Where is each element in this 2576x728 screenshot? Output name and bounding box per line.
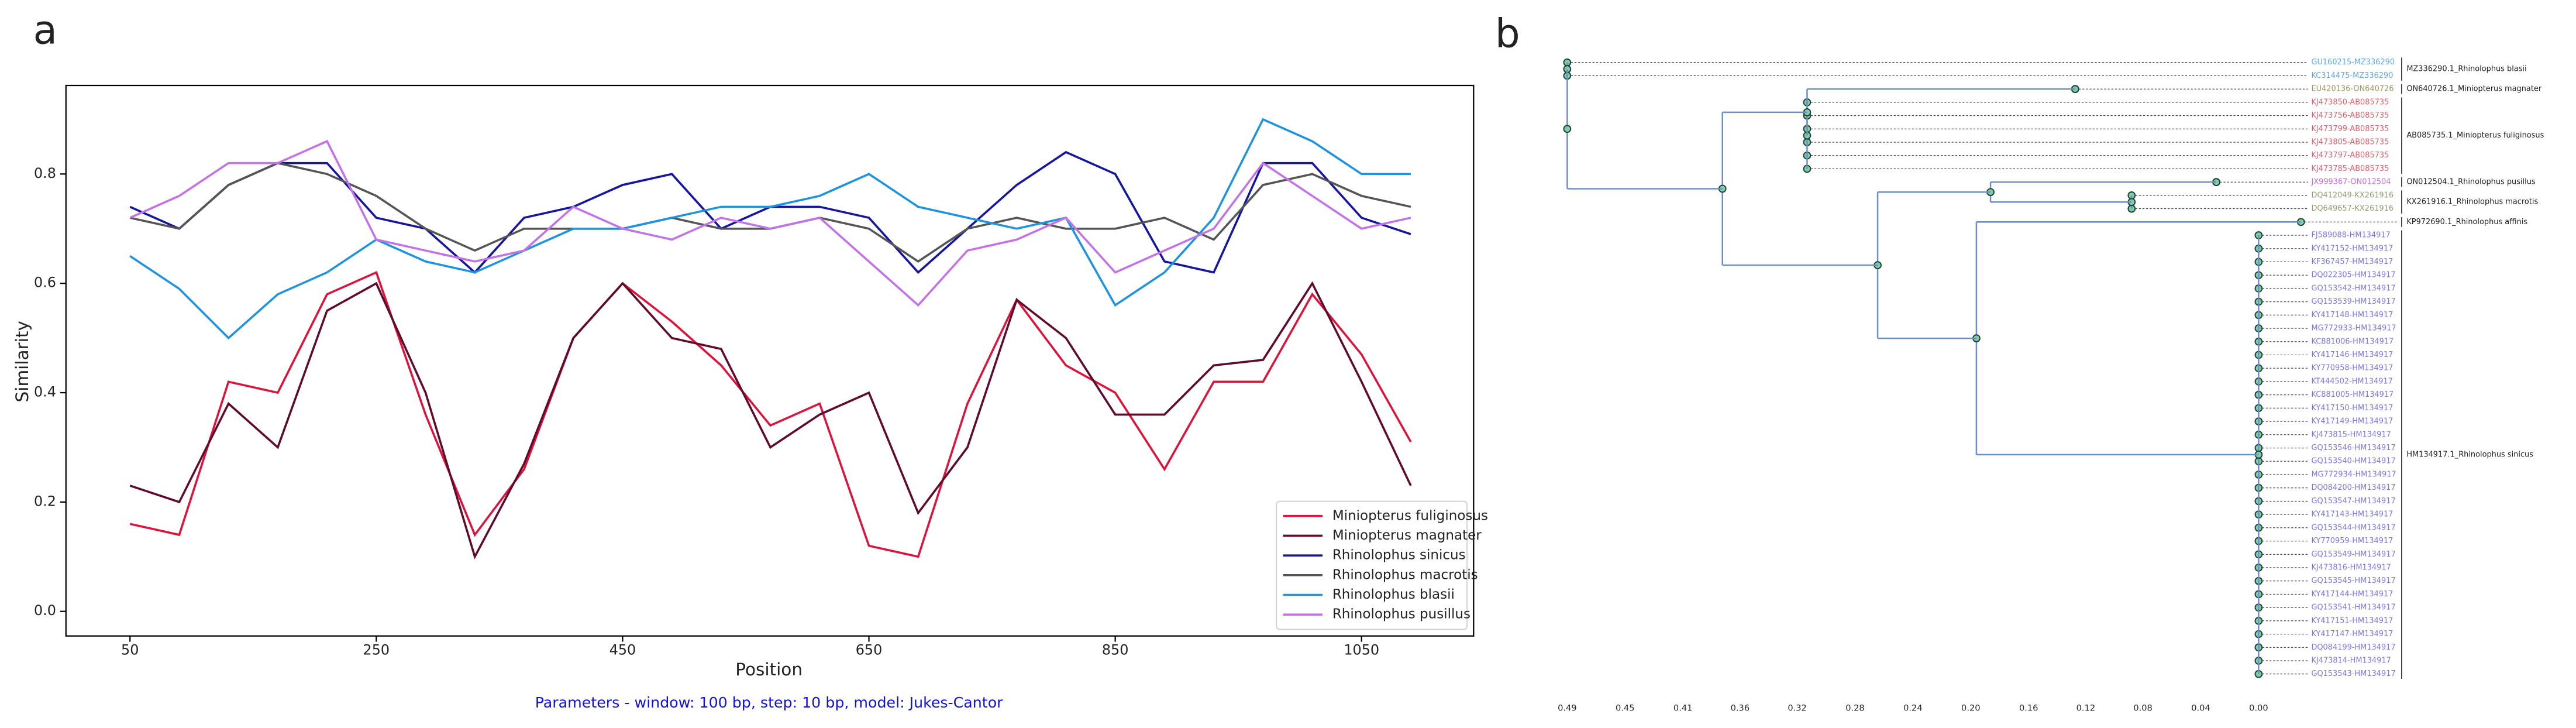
leaf-label: KY417151-HM134917 (2311, 616, 2393, 625)
x-tick-label: 0.28 (1845, 703, 1865, 713)
legend-label: Rhinolophus pusillus (1332, 607, 1470, 622)
y-axis-label: Similarity (12, 321, 32, 402)
x-tick-label: 0.16 (2019, 703, 2038, 713)
y-tick-label: 0.4 (34, 384, 56, 400)
leaf-label: GQ153542-HM134917 (2311, 284, 2395, 293)
leaf-label: KC314475-MZ336290 (2311, 71, 2393, 80)
clade-label: KX261916.1_Rhinolophus macrotis (2406, 198, 2538, 207)
legend-label: Miniopterus fuliginosus (1332, 508, 1488, 523)
y-tick-label: 0.2 (34, 493, 56, 509)
leaf-label: KJ473814-HM134917 (2311, 657, 2391, 665)
leaf-label: KY417147-HM134917 (2311, 630, 2393, 638)
series-line (129, 271, 1412, 558)
legend-label: Miniopterus magnater (1332, 528, 1482, 543)
leaf-label: KY417149-HM134917 (2311, 417, 2393, 426)
series-line (129, 281, 1412, 560)
x-axis-label: Position (735, 660, 803, 679)
clade-label: HM134917.1_Rhinolophus sinicus (2406, 450, 2533, 459)
x-tick-label: 0.36 (1731, 703, 1750, 713)
leaf-label: KY417152-HM134917 (2311, 244, 2393, 253)
clade-label: ON012504.1_Rhinolophus pusillus (2406, 178, 2536, 187)
leaf-label: KY417143-HM134917 (2311, 510, 2393, 519)
x-tick-label: 450 (609, 642, 636, 658)
leaf-label: KJ473815-HM134917 (2311, 430, 2391, 439)
leaf-label: GQ153540-HM134917 (2311, 457, 2395, 466)
leaf-label: GQ153549-HM134917 (2311, 550, 2395, 559)
y-tick-label: 0.0 (34, 602, 56, 619)
x-tick-label: 0.32 (1788, 703, 1807, 713)
y-tick-label: 0.8 (34, 165, 56, 181)
leaf-label: GQ153547-HM134917 (2311, 497, 2395, 506)
leaf-label: GQ153545-HM134917 (2311, 576, 2395, 585)
x-tick-label: 50 (121, 642, 139, 658)
leaf-label: KJ473797-AB085735 (2311, 151, 2389, 160)
leaf-label: GU160215-MZ336290 (2311, 58, 2395, 67)
leaf-label: KJ473756-AB085735 (2311, 111, 2389, 120)
leaf-label: KY417148-HM134917 (2311, 311, 2393, 320)
clade-label: MZ336290.1_Rhinolophus blasii (2406, 65, 2526, 74)
y-tick-label: 0.6 (34, 274, 56, 291)
x-tick-label: 1050 (1344, 642, 1379, 658)
leaf-label: KC881005-HM134917 (2311, 390, 2394, 399)
x-tick-label: 0.08 (2133, 703, 2153, 713)
leaf-label: GQ153544-HM134917 (2311, 523, 2395, 532)
legend-box (1276, 500, 1468, 630)
leaf-label: KJ473850-AB085735 (2311, 98, 2389, 107)
x-tick-label: 0.00 (2249, 703, 2268, 713)
series-line (129, 139, 1411, 307)
leaf-label: DQ084200-HM134917 (2311, 483, 2395, 492)
leaf-label: DQ412049-KX261916 (2311, 191, 2394, 200)
leaf-label: KJ473799-AB085735 (2311, 125, 2389, 133)
clade-label: KP972690.1_Rhinolophus affinis (2406, 218, 2527, 226)
leaf-label: GQ153543-HM134917 (2311, 669, 2395, 678)
leaf-label: KJ473785-AB085735 (2311, 164, 2389, 173)
leaf-label: KJ473816-HM134917 (2311, 563, 2391, 572)
leaf-label: KT444502-HM134917 (2311, 377, 2392, 386)
x-tick-label: 250 (363, 642, 390, 658)
x-tick-label: 0.41 (1673, 703, 1693, 713)
x-tick-label: 0.24 (1903, 703, 1923, 713)
leaf-label: KF367457-HM134917 (2311, 257, 2393, 266)
node-dot (1563, 125, 1572, 133)
leaf-label: KJ473805-AB085735 (2311, 138, 2389, 147)
leaf-label: KY417144-HM134917 (2311, 590, 2393, 599)
leaf-label: KY417150-HM134917 (2311, 404, 2393, 413)
x-tick-label: 0.45 (1616, 703, 1635, 713)
leaf-label: JX999367-ON012504 (2310, 178, 2391, 187)
leaf-label: DQ649657-KX261916 (2311, 204, 2394, 213)
leaf-label: EU420136-ON640726 (2311, 85, 2394, 94)
clade-label: ON640726.1_Miniopterus magnater (2406, 85, 2542, 94)
x-tick-label: 0.20 (1961, 703, 1981, 713)
leaf-label: KC881006-HM134917 (2311, 337, 2394, 346)
leaf-label: KY770959-HM134917 (2311, 537, 2393, 545)
leaf-label: GQ153546-HM134917 (2311, 444, 2395, 452)
plot-frame (65, 84, 1475, 637)
leaf-label: GQ153539-HM134917 (2311, 297, 2395, 306)
leaf-label: GQ153541-HM134917 (2311, 603, 2395, 612)
x-tick-label: 0.49 (1558, 703, 1576, 713)
clade-label: AB085735.1_Miniopterus fuliginosus (2406, 131, 2544, 140)
leaf-label: MG772934-HM134917 (2311, 470, 2396, 479)
x-tick-label: 850 (1102, 642, 1129, 658)
leaf-label: FJ589088-HM134917 (2311, 231, 2390, 240)
x-tick-label: 650 (856, 642, 883, 658)
legend-label: Rhinolophus sinicus (1332, 548, 1466, 563)
leaf-label: KY770958-HM134917 (2311, 364, 2393, 373)
legend-label: Rhinolophus macrotis (1332, 567, 1478, 582)
x-tick-label: 0.04 (2191, 703, 2210, 713)
leaf-label: KY417146-HM134917 (2311, 351, 2393, 359)
series-line (129, 150, 1411, 274)
series-line (129, 162, 1411, 263)
panel-label: a (33, 7, 57, 53)
x-tick-label: 0.12 (2076, 703, 2096, 713)
leaf-label: DQ084199-HM134917 (2311, 643, 2395, 652)
panel-label: b (1495, 10, 1520, 56)
legend-label: Rhinolophus blasii (1332, 587, 1455, 602)
leaf-label: MG772933-HM134917 (2311, 324, 2396, 333)
annotation: Parameters - window: 100 bp, step: 10 bp… (535, 694, 1003, 711)
leaf-label: DQ022305-HM134917 (2311, 271, 2395, 280)
